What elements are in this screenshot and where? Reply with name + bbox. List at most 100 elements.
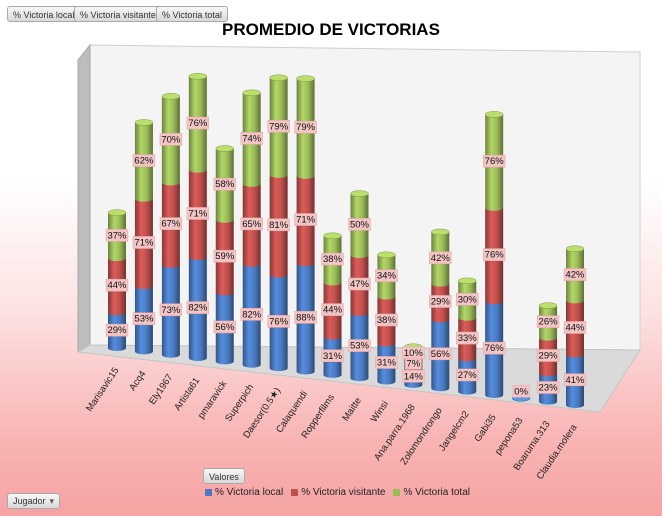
data-label-text: 7% bbox=[406, 358, 420, 369]
data-label: 50% bbox=[348, 218, 371, 231]
legend-item-visitante[interactable]: % Victoria visitante bbox=[291, 487, 385, 498]
legend-swatch-total bbox=[393, 489, 401, 496]
category-label: pepona53 bbox=[493, 416, 526, 457]
data-label: 44% bbox=[105, 278, 129, 292]
data-label-box bbox=[267, 120, 290, 133]
data-label-box bbox=[321, 303, 344, 316]
data-label-text: 33% bbox=[458, 333, 478, 344]
data-label: 74% bbox=[240, 132, 263, 145]
data-label-text: 56% bbox=[431, 349, 451, 360]
data-label-box bbox=[563, 321, 587, 334]
bar-cap bbox=[107, 209, 127, 216]
data-label-box bbox=[348, 218, 371, 231]
data-label-box bbox=[267, 218, 290, 232]
data-label: 67% bbox=[159, 217, 183, 230]
data-label-text: 44% bbox=[323, 305, 343, 316]
data-label-text: 42% bbox=[565, 270, 585, 281]
category-label: Ely1967 bbox=[147, 372, 175, 407]
data-label-text: 81% bbox=[269, 220, 289, 231]
data-label: 7% bbox=[404, 357, 422, 370]
bar-cap bbox=[484, 111, 504, 118]
data-label-text: 53% bbox=[134, 314, 154, 325]
data-label-box bbox=[159, 133, 183, 146]
jugador-field-button[interactable]: Jugador ▾ bbox=[7, 493, 61, 509]
data-label-box bbox=[105, 278, 129, 292]
bar-cap bbox=[296, 75, 315, 82]
data-label-text: 29% bbox=[107, 325, 127, 336]
data-label: 27% bbox=[456, 368, 479, 382]
bar-cap bbox=[188, 73, 208, 80]
category-label: Artista61 bbox=[172, 376, 202, 413]
data-label: 38% bbox=[321, 252, 344, 266]
data-label: 65% bbox=[240, 217, 263, 231]
chart-legend: % Victoria local % Victoria visitante % … bbox=[205, 487, 470, 498]
data-label-text: 73% bbox=[161, 305, 181, 316]
category-label: Winsi bbox=[369, 399, 391, 424]
bar-cap bbox=[323, 232, 342, 240]
data-label-text: 76% bbox=[485, 156, 505, 167]
data-label: 29% bbox=[429, 295, 452, 308]
data-label: 62% bbox=[132, 154, 156, 167]
data-label-text: 27% bbox=[458, 370, 478, 381]
data-label-box bbox=[159, 303, 183, 317]
data-label: 71% bbox=[186, 207, 210, 220]
data-label: 71% bbox=[132, 236, 156, 249]
data-label: 47% bbox=[348, 277, 371, 291]
data-label-text: 79% bbox=[296, 122, 316, 133]
bar-cap bbox=[161, 93, 181, 100]
bar-cap bbox=[457, 277, 477, 285]
data-label-text: 76% bbox=[485, 343, 505, 354]
bar-cap bbox=[377, 251, 396, 259]
data-label-text: 38% bbox=[377, 315, 397, 326]
data-label: 42% bbox=[429, 251, 452, 265]
legend-label-local: % Victoria local bbox=[215, 487, 284, 498]
data-label-text: 71% bbox=[188, 208, 208, 219]
legend-label-total: % Victoria total bbox=[403, 487, 470, 498]
data-label-text: 74% bbox=[242, 133, 262, 144]
data-label: 0% bbox=[512, 384, 530, 398]
data-label: 26% bbox=[536, 315, 560, 328]
data-label: 88% bbox=[294, 311, 317, 324]
data-label-text: 29% bbox=[431, 296, 451, 307]
data-label: 58% bbox=[213, 177, 236, 191]
data-label-text: 67% bbox=[161, 219, 181, 230]
bar-cap bbox=[242, 89, 261, 97]
bar-cap bbox=[134, 119, 154, 126]
legend-swatch-visitante bbox=[291, 489, 299, 496]
data-label-box bbox=[402, 346, 425, 360]
data-label-text: 31% bbox=[377, 357, 397, 368]
data-label-text: 29% bbox=[539, 351, 559, 362]
data-label-box bbox=[482, 248, 506, 261]
filter-icon[interactable]: ▾ bbox=[49, 496, 55, 506]
data-label: 76% bbox=[186, 116, 210, 130]
data-label-box bbox=[536, 381, 560, 394]
data-label-box bbox=[240, 308, 263, 321]
data-label-box bbox=[321, 349, 344, 363]
data-label: 82% bbox=[240, 308, 263, 321]
data-label-box bbox=[240, 217, 263, 231]
legend-item-total[interactable]: % Victoria total bbox=[393, 487, 470, 498]
data-label-box bbox=[563, 373, 587, 387]
data-label: 81% bbox=[267, 218, 290, 232]
data-label: 53% bbox=[348, 339, 371, 352]
data-label-box bbox=[186, 301, 210, 314]
legend-item-local[interactable]: % Victoria local bbox=[205, 487, 283, 498]
data-label-box bbox=[213, 320, 236, 334]
data-label: 71% bbox=[294, 213, 317, 226]
values-axis-button[interactable]: Valores bbox=[203, 468, 245, 484]
category-label: Marisavic15 bbox=[84, 366, 121, 414]
data-label-box bbox=[536, 349, 560, 362]
data-label: 76% bbox=[482, 154, 506, 168]
data-label-text: 62% bbox=[134, 156, 154, 167]
data-label-box bbox=[294, 311, 317, 324]
data-label-text: 30% bbox=[458, 294, 478, 305]
data-label-text: 44% bbox=[565, 322, 585, 333]
data-label-box bbox=[563, 268, 587, 281]
data-label-text: 76% bbox=[485, 250, 505, 261]
data-label-box bbox=[186, 207, 210, 220]
data-label-box bbox=[429, 251, 452, 265]
data-label-text: 41% bbox=[565, 375, 585, 386]
data-label-text: 59% bbox=[215, 251, 235, 262]
field-button-victoria-total[interactable]: % Victoria total bbox=[156, 6, 228, 22]
data-label-text: 50% bbox=[350, 219, 370, 230]
